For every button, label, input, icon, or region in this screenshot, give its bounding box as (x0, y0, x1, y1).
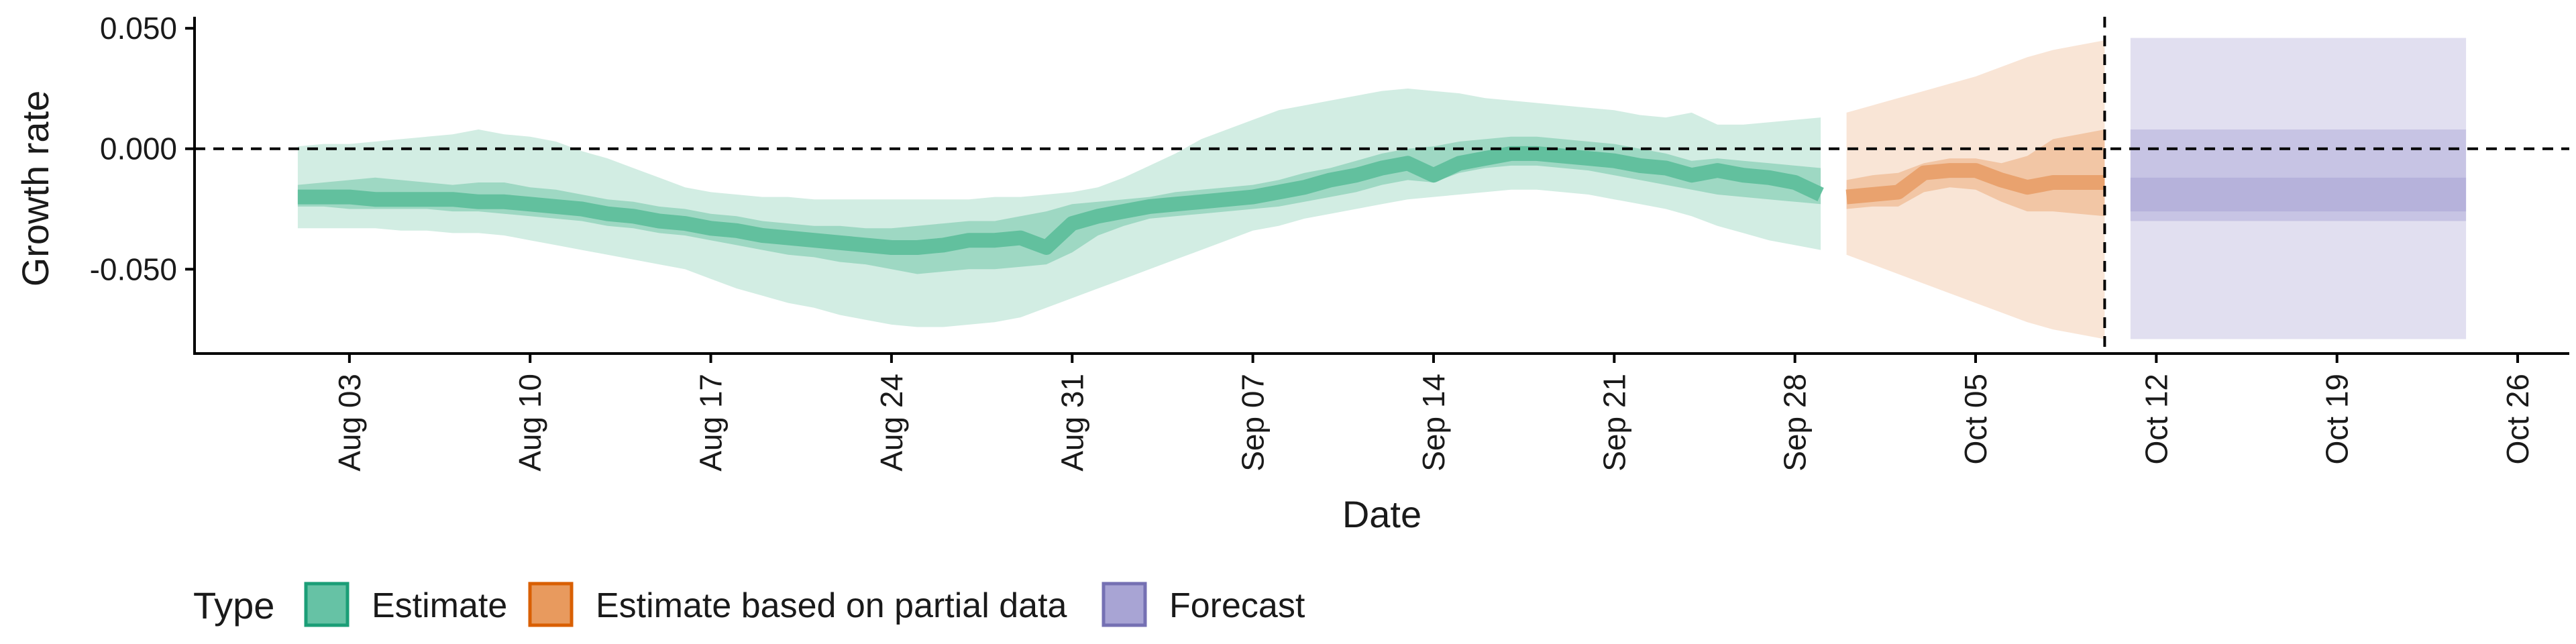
estimate-based-on-partial-data-90-band (1846, 40, 2105, 339)
band-layer (297, 38, 2467, 339)
x-tick-label: Sep 28 (1778, 374, 1813, 472)
x-tick-label: Aug 10 (513, 374, 547, 472)
y-axis-title: Growth rate (14, 91, 56, 287)
y-axis: 0.050 0.000 -0.050 (90, 11, 195, 286)
x-tick-label: Aug 17 (694, 374, 729, 472)
estimate-median-line (297, 146, 1824, 255)
legend-title: Type (193, 584, 274, 627)
x-tick-label: Aug 24 (874, 374, 909, 472)
x-axis: Aug 03 Aug 10 Aug 17 Aug 24 Aug 31 Sep 07 Sep … (332, 354, 2535, 472)
x-tick-label: Oct 19 (2320, 374, 2355, 465)
legend-label: Forecast (1169, 586, 1305, 625)
forecast-median-band (2130, 177, 2467, 212)
legend-key-estimate-based-on-partial-data (528, 582, 574, 627)
legend-label: Estimate (372, 586, 507, 625)
legend: Type Estimate Estimate based on partial d… (193, 582, 1305, 627)
legend-key-estimate (304, 582, 350, 627)
x-tick-label: Sep 07 (1236, 374, 1271, 472)
y-tick-label: -0.050 (90, 252, 177, 286)
y-tick-label: 0.050 (100, 11, 177, 46)
x-tick-label: Sep 14 (1416, 374, 1451, 472)
x-tick-label: Aug 31 (1055, 374, 1089, 472)
x-axis-title: Date (1342, 493, 1421, 535)
estimate-based-on-partial-data-median-line (1845, 163, 2105, 205)
x-tick-label: Oct 26 (2500, 374, 2535, 465)
legend-label: Estimate based on partial data (596, 586, 1067, 625)
plot-area (195, 17, 2569, 354)
x-tick-label: Oct 05 (1958, 374, 1993, 465)
x-tick-label: Oct 12 (2139, 374, 2174, 465)
x-tick-label: Aug 03 (332, 374, 367, 472)
x-tick-label: Sep 21 (1597, 374, 1631, 472)
legend-key-forecast (1102, 582, 1147, 627)
y-tick-label: 0.000 (100, 131, 177, 166)
median-layer (297, 146, 2105, 255)
